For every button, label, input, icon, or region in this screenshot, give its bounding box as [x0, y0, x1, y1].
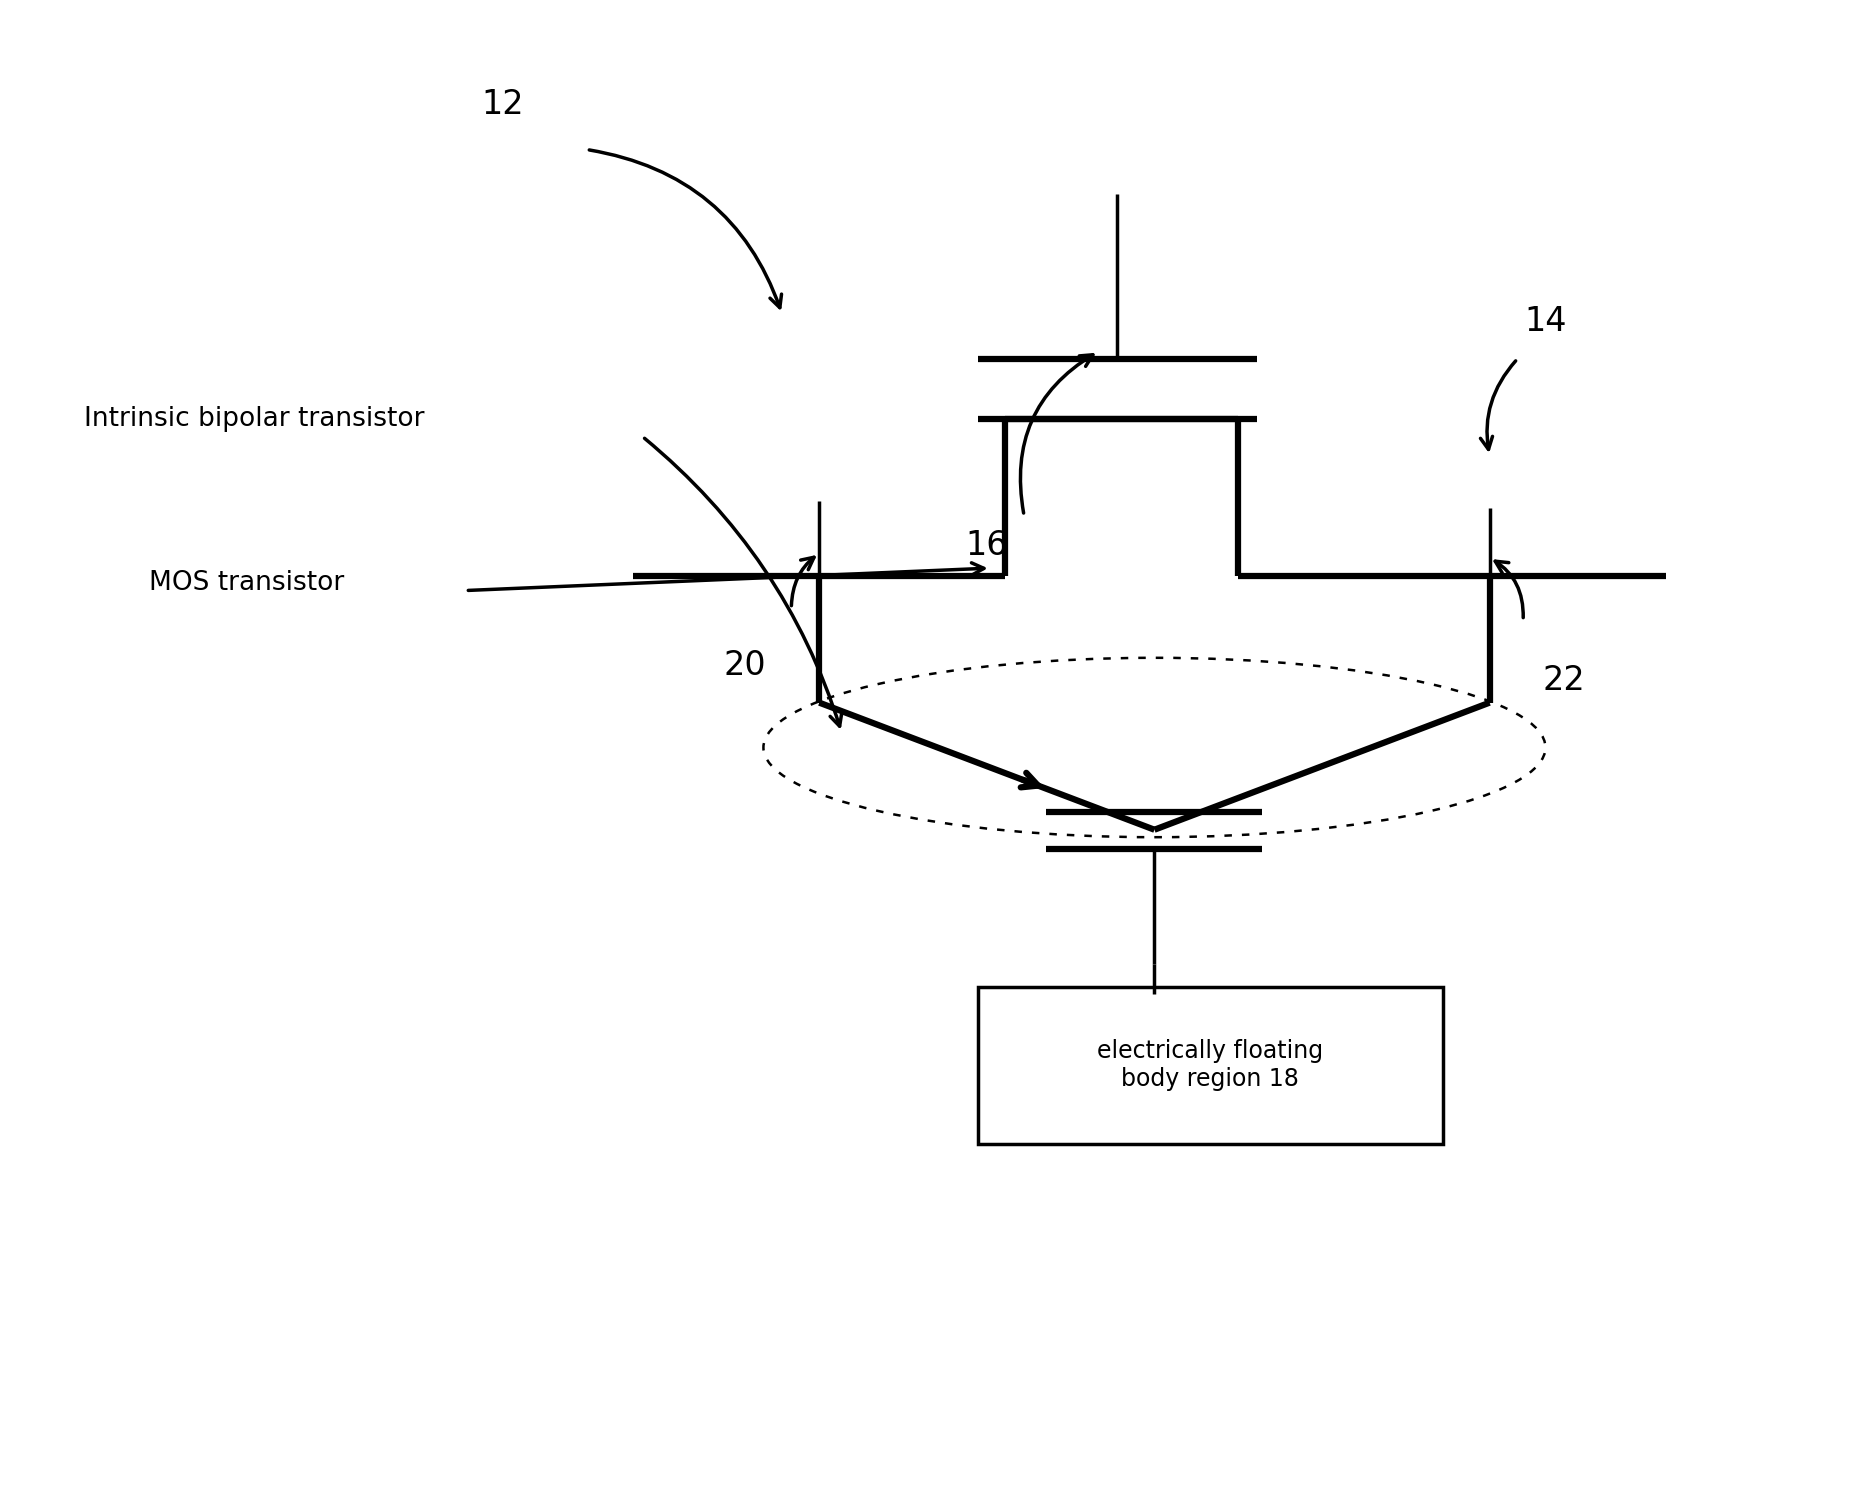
Text: 22: 22	[1544, 664, 1585, 697]
FancyBboxPatch shape	[978, 987, 1443, 1144]
Text: 16: 16	[966, 529, 1007, 562]
Text: Intrinsic bipolar transistor: Intrinsic bipolar transistor	[84, 405, 425, 432]
Text: MOS transistor: MOS transistor	[149, 570, 344, 597]
Text: 20: 20	[724, 649, 765, 682]
Text: 14: 14	[1525, 305, 1566, 338]
Text: electrically floating
body region 18: electrically floating body region 18	[1097, 1039, 1324, 1091]
Text: 12: 12	[482, 88, 523, 121]
